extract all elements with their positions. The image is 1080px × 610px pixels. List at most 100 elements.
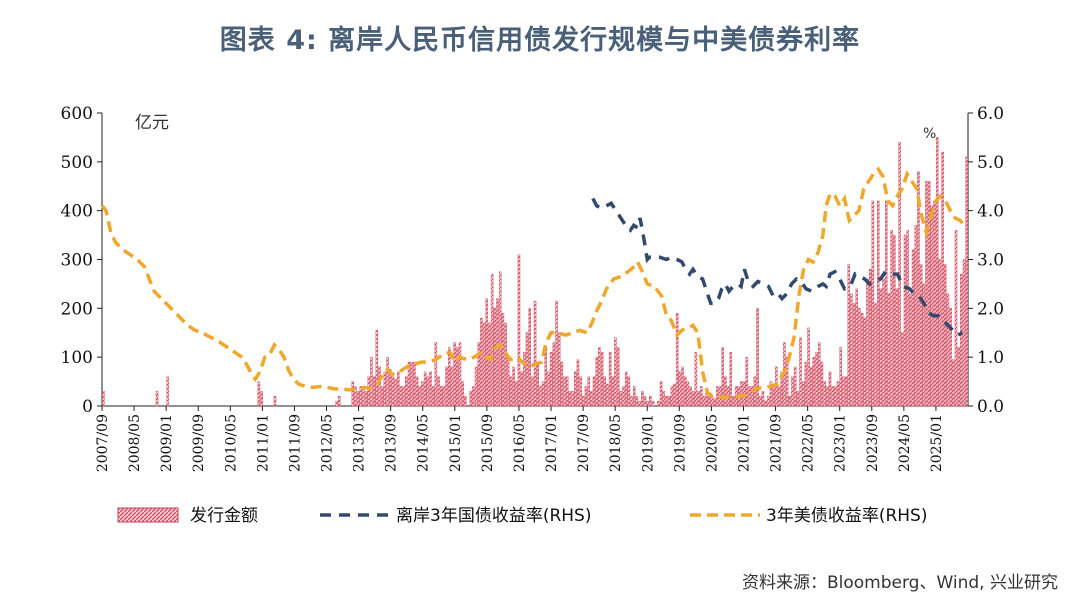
issuance-bar xyxy=(410,361,413,407)
issuance-bar xyxy=(694,352,698,407)
issuance-bar xyxy=(493,308,497,407)
issuance-bar xyxy=(557,332,561,407)
issuance-bar xyxy=(903,234,907,407)
issuance-bar xyxy=(879,288,883,407)
issuance-bar xyxy=(257,381,261,407)
x-tick-label: 2007/09 xyxy=(95,414,111,472)
issuance-bar xyxy=(485,298,489,407)
issuance-bar xyxy=(356,391,360,407)
issuance-bar xyxy=(509,376,513,407)
issuance-bar xyxy=(807,327,810,407)
issuance-bar xyxy=(614,337,617,407)
chart-title: 图表 4: 离岸人民币信用债发行规模与中美债券利率 xyxy=(219,25,861,56)
x-tick-label: 2021/01 xyxy=(736,414,752,472)
issuance-bar xyxy=(437,376,440,407)
issuance-bar xyxy=(659,381,663,407)
issuance-bar xyxy=(713,398,716,407)
issuance-bar xyxy=(740,381,743,407)
issuance-bar xyxy=(895,288,899,407)
issuance-bar xyxy=(852,303,856,407)
issuance-bar xyxy=(651,400,655,407)
issuance-bar xyxy=(815,352,818,407)
issuance-bar xyxy=(568,391,572,407)
issuance-bar xyxy=(413,361,416,407)
issuance-bar xyxy=(863,317,867,407)
issuance-bar xyxy=(405,376,408,407)
left-tick-label: 500 xyxy=(61,153,93,173)
issuance-bar xyxy=(761,391,765,407)
issuance-bar xyxy=(447,347,451,407)
issuance-bar xyxy=(678,371,682,407)
issuance-bar xyxy=(952,359,955,407)
issuance-bar xyxy=(657,400,660,407)
issuance-bar xyxy=(906,229,909,407)
issuance-bar xyxy=(423,371,427,407)
issuance-bar xyxy=(574,371,577,407)
issuance-bar xyxy=(683,376,687,407)
x-tick-label: 2014/05 xyxy=(416,414,432,472)
issuance-bar xyxy=(630,396,633,407)
issuance-bar xyxy=(890,229,893,407)
issuance-bar xyxy=(456,347,459,407)
issuance-bar xyxy=(686,381,690,407)
issuance-bar xyxy=(552,342,556,407)
issuance-bar xyxy=(785,356,789,407)
issuance-bar xyxy=(378,366,381,407)
issuance-bar xyxy=(732,396,735,407)
issuance-bar xyxy=(407,361,411,407)
issuance-bar xyxy=(351,381,355,407)
issuance-bar xyxy=(799,337,802,407)
issuance-bar xyxy=(823,381,826,407)
issuance-bar xyxy=(528,308,531,407)
issuance-bar xyxy=(885,200,888,407)
issuance-bar xyxy=(362,386,365,407)
issuance-bar xyxy=(370,356,373,407)
issuance-bar xyxy=(667,396,671,407)
issuance-bar xyxy=(721,347,724,407)
issuance-bar xyxy=(364,391,368,407)
issuance-bar xyxy=(938,259,942,407)
issuance-bar xyxy=(525,332,529,407)
issuance-bar xyxy=(563,376,566,407)
issuance-bar xyxy=(488,322,491,407)
issuance-bar xyxy=(691,391,695,407)
issuance-bar xyxy=(375,330,379,407)
issuance-bar xyxy=(592,376,596,407)
x-tick-label: 2025/01 xyxy=(929,414,945,472)
x-tick-label: 2022/05 xyxy=(801,414,817,472)
issuance-bar xyxy=(767,396,770,407)
issuance-bar xyxy=(960,273,963,407)
issuance-bar xyxy=(876,200,880,407)
issuance-bar xyxy=(372,376,376,407)
issuance-bar xyxy=(828,371,832,407)
x-tick-label: 2013/01 xyxy=(352,414,368,472)
issuance-bar xyxy=(595,356,598,407)
issuance-bar xyxy=(598,347,601,407)
issuance-bar xyxy=(662,391,666,407)
issuance-bar xyxy=(769,381,773,407)
right-tick-label: 3.0 xyxy=(977,251,1004,271)
issuance-bar xyxy=(649,396,652,407)
issuance-bar xyxy=(844,376,848,407)
legend-label-cnh: 离岸3年国债收益率(RHS) xyxy=(396,506,591,526)
issuance-bar xyxy=(608,352,612,407)
x-tick-label: 2013/09 xyxy=(384,414,400,472)
issuance-bar xyxy=(922,283,926,407)
issuance-bar xyxy=(549,352,553,407)
issuance-bar xyxy=(670,386,674,407)
issuance-bar xyxy=(702,396,706,407)
legend-label-issuance: 发行金额 xyxy=(190,506,258,526)
left-tick-label: 100 xyxy=(61,348,93,368)
issuance-bar xyxy=(383,371,387,407)
issuance-bar xyxy=(582,396,585,407)
issuance-bar xyxy=(442,386,446,407)
right-tick-label: 1.0 xyxy=(977,348,1004,368)
right-tick-label: 2.0 xyxy=(977,299,1004,319)
x-tick-label: 2009/09 xyxy=(191,414,207,472)
x-tick-label: 2009/01 xyxy=(159,414,175,472)
issuance-bar xyxy=(638,400,641,407)
x-tick-label: 2011/09 xyxy=(287,414,303,472)
issuance-bar xyxy=(809,366,813,407)
issuance-bar xyxy=(590,391,593,407)
